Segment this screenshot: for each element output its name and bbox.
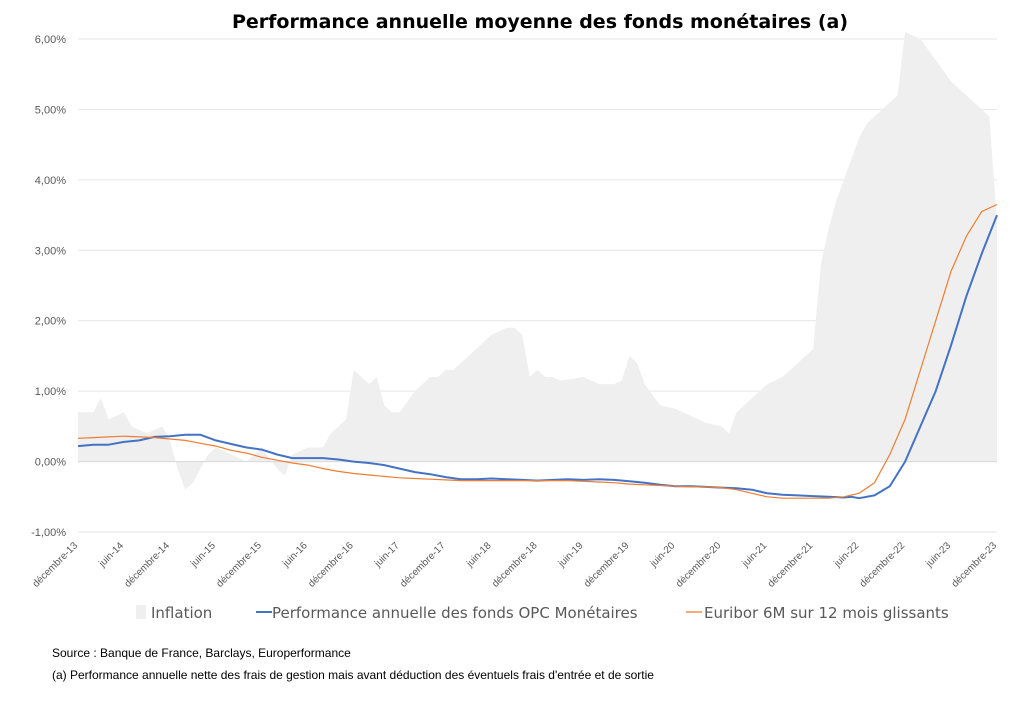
x-tick-label: juin-15 xyxy=(188,540,218,570)
y-tick-label: 3,00% xyxy=(35,245,66,257)
series-area-inflation xyxy=(78,31,997,490)
source-note: Source : Banque de France, Barclays, Eur… xyxy=(52,646,351,660)
x-tick-label: juin-17 xyxy=(372,540,402,570)
x-tick-label: juin-22 xyxy=(832,540,862,570)
chart-title: Performance annuelle moyenne des fonds m… xyxy=(232,11,848,33)
y-axis-ticks: -1,00% 0,00% 1,00% 2,00% 3,00% 4,00% 5,00% 6,00… xyxy=(31,34,66,539)
x-tick-label: décembre-18 xyxy=(490,540,540,590)
x-tick-label: juin-14 xyxy=(96,540,126,570)
inflation-area-layer xyxy=(78,31,997,490)
legend: Inflation Performance annuelle des fonds… xyxy=(136,604,949,622)
series-lines-layer xyxy=(77,203,998,500)
y-tick-label: 4,00% xyxy=(35,175,66,187)
x-tick-label: décembre-16 xyxy=(306,540,356,590)
x-tick-label: juin-23 xyxy=(923,540,953,570)
y-tick-label: 6,00% xyxy=(35,34,66,46)
x-tick-label: décembre-17 xyxy=(398,540,448,590)
x-tick-label: juin-21 xyxy=(740,540,770,570)
x-tick-label: décembre-23 xyxy=(950,540,1000,590)
legend-label-euribor: Euribor 6M sur 12 mois glissants xyxy=(704,604,949,622)
x-tick-label: décembre-19 xyxy=(582,540,632,590)
y-tick-label: 0,00% xyxy=(35,457,66,469)
x-tick-label: juin-19 xyxy=(556,540,586,570)
legend-swatch-inflation xyxy=(136,605,146,619)
series-line-euribor xyxy=(77,203,998,499)
footnote: (a) Performance annuelle nette des frais… xyxy=(52,668,654,682)
x-tick-label: décembre-22 xyxy=(858,540,908,590)
x-tick-label: décembre-13 xyxy=(31,540,81,590)
x-tick-label: décembre-21 xyxy=(766,540,816,590)
x-tick-label: juin-16 xyxy=(280,540,310,570)
x-tick-label: juin-18 xyxy=(464,540,494,570)
y-tick-label: -1,00% xyxy=(31,527,66,539)
x-tick-label: décembre-14 xyxy=(123,540,173,590)
legend-label-performance: Performance annuelle des fonds OPC Monét… xyxy=(272,604,638,622)
y-tick-label: 5,00% xyxy=(35,104,66,116)
x-tick-label: décembre-20 xyxy=(674,540,724,590)
y-tick-label: 2,00% xyxy=(35,316,66,328)
y-tick-label: 1,00% xyxy=(35,386,66,398)
legend-label-inflation: Inflation xyxy=(151,604,212,622)
x-tick-label: décembre-15 xyxy=(214,540,264,590)
x-tick-label: juin-20 xyxy=(648,540,678,570)
